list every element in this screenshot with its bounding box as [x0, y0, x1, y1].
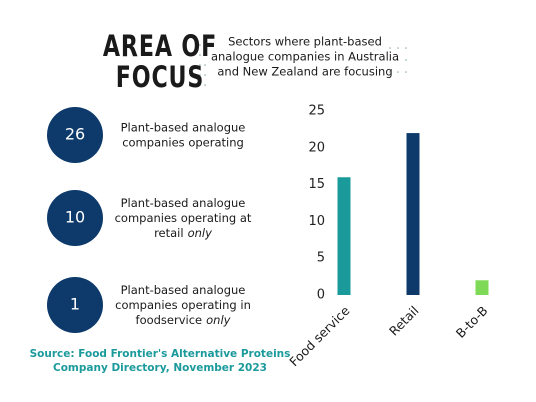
x-tick-label: B-to-B — [453, 303, 491, 341]
stat-label-text: Plant-based analogue — [121, 120, 246, 134]
stat-value: 1 — [70, 295, 80, 314]
stat-label-text: companies operating in — [115, 298, 251, 312]
stat-label-emphasis: only — [188, 226, 213, 240]
stat-label-text: retail — [154, 226, 184, 240]
y-tick-label: 0 — [317, 288, 325, 303]
title: FOCUS — [116, 61, 204, 94]
y-tick-label: 15 — [308, 177, 325, 192]
y-tick-label: 20 — [308, 140, 325, 155]
stat-label: companies operating — [122, 135, 244, 149]
dot-pattern — [199, 44, 407, 86]
stat-label-text: foodservice — [136, 313, 203, 327]
subtitle: and New Zealand are focusing — [217, 65, 392, 79]
stat-label-emphasis: only — [206, 313, 231, 327]
stat-label: Plant-based analogue — [121, 120, 246, 134]
stat-label: companies operating in — [115, 298, 251, 312]
title: AREA OF — [103, 30, 217, 63]
source: Source: Food Frontier's Alternative Prot… — [30, 348, 291, 360]
subtitle: Sectors where plant-based — [228, 35, 382, 49]
stat-circle — [47, 277, 103, 333]
stat-label-text: companies operating — [122, 135, 244, 149]
stat-label: retail only — [154, 226, 212, 240]
bar — [406, 133, 420, 295]
stat-value: 26 — [65, 125, 85, 144]
stat-label-text: Plant-based analogue — [121, 196, 246, 210]
subtitle: analogue companies in Australia — [211, 50, 399, 64]
stat-label: Plant-based analogue — [121, 196, 246, 210]
stat-circle — [47, 190, 103, 246]
y-tick-label: 25 — [308, 104, 325, 119]
stat-label-text: Plant-based analogue — [121, 283, 246, 297]
stat-label-text: companies operating at — [115, 211, 252, 225]
x-tick-label: Retail — [386, 303, 422, 339]
y-tick-label: 10 — [308, 214, 325, 229]
stat-label: Plant-based analogue — [121, 283, 246, 297]
stat-label: foodservice only — [136, 313, 231, 327]
bar — [475, 280, 489, 295]
stat-value: 10 — [65, 208, 85, 227]
stat-label: companies operating at — [115, 211, 252, 225]
x-tick-label: Food service — [286, 303, 352, 369]
source: Company Directory, November 2023 — [53, 362, 267, 374]
stat-circle — [47, 107, 103, 163]
bar — [337, 177, 351, 295]
y-tick-label: 5 — [317, 251, 325, 266]
